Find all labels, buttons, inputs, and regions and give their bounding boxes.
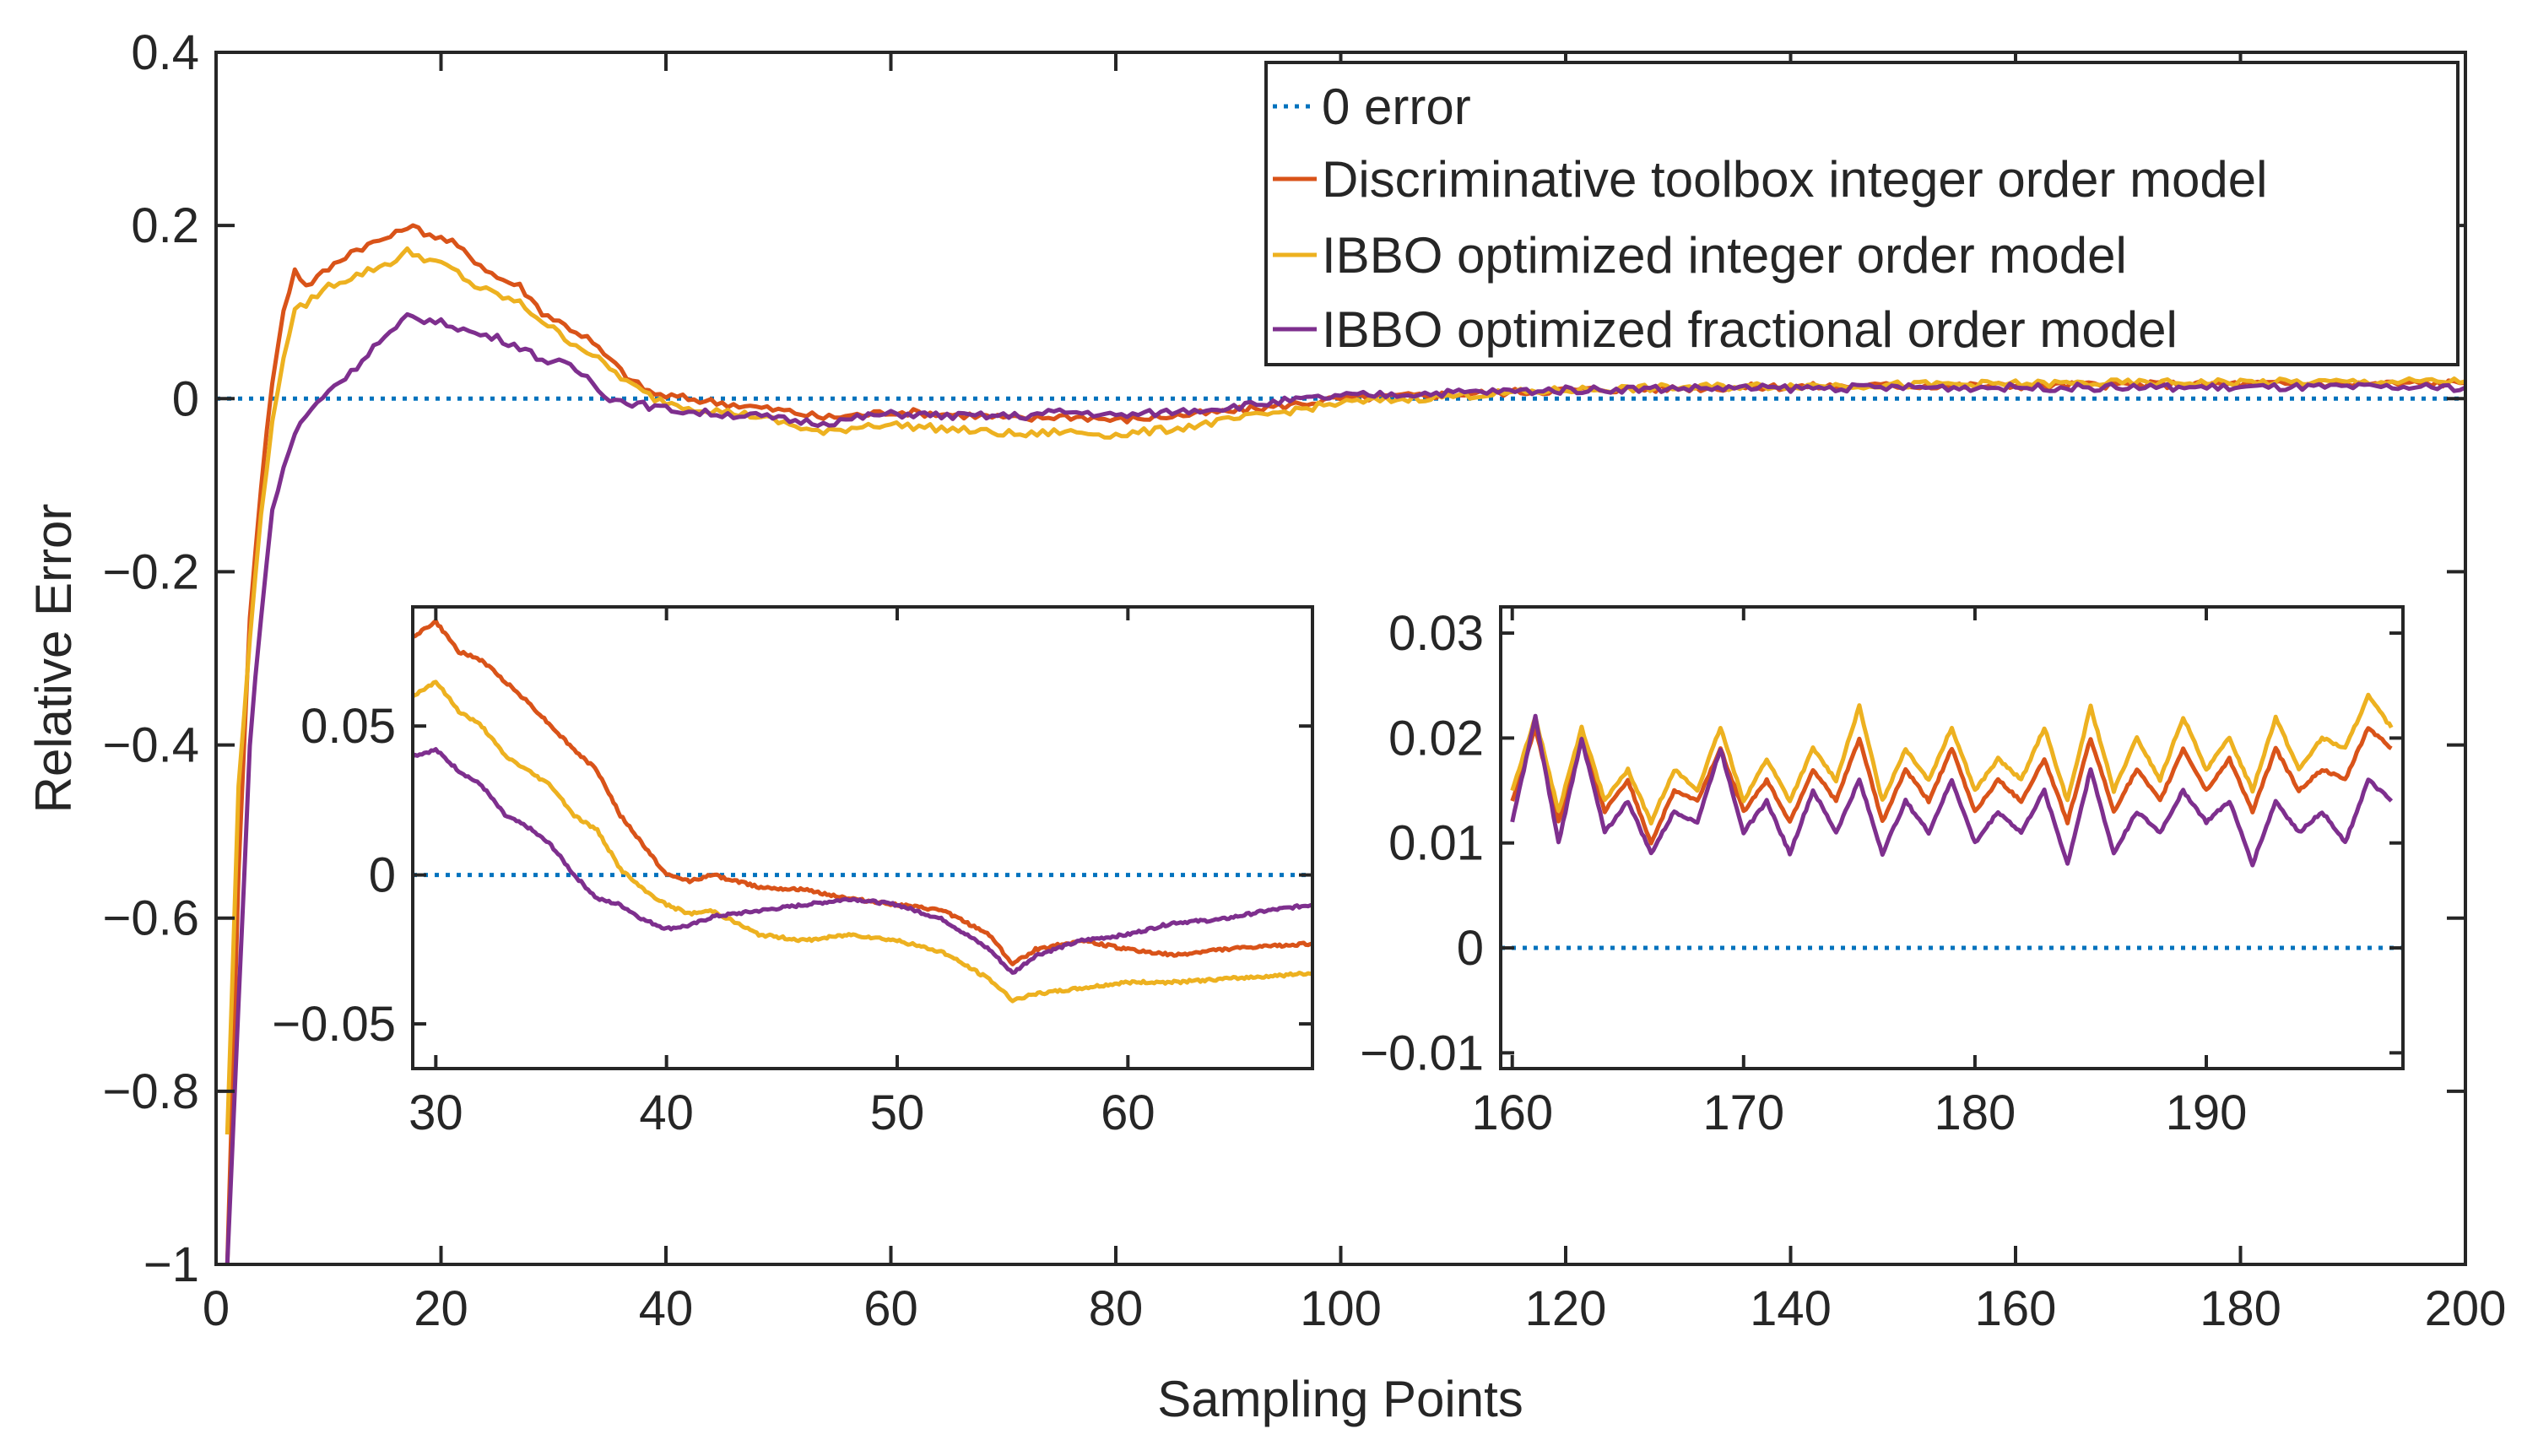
inset_right-x-tick-label: 170 <box>1702 1085 1784 1140</box>
inset_right-series-ibbo-optimized-fractional-order-model <box>1510 713 2394 868</box>
inset_right-y-tick-label: 0 <box>1457 921 1484 976</box>
inset-right-frame <box>1499 605 2405 1070</box>
inset_right-y-tick-label: 0.01 <box>1388 816 1484 871</box>
main-x-tick-label: 80 <box>1089 1281 1144 1336</box>
legend-label-ibbo-fractional: IBBO optimized fractional order model <box>1322 301 2178 358</box>
main-tick-layer: 0 20 40 60 80 100 120 140 160 180 200 −1 −0.8 −0.6 −0.… <box>103 25 2507 1336</box>
inset_right-x-tick-label: 180 <box>1935 1085 2016 1140</box>
legend-label-ibbo-integer: IBBO optimized integer order model <box>1322 227 2127 284</box>
main-x-tick-label: 180 <box>2200 1281 2281 1336</box>
main-x-tick-label: 160 <box>1975 1281 2057 1336</box>
inset_left-series-ibbo-optimized-integer-order-model <box>413 679 1312 1004</box>
inset-left-background <box>413 607 1312 1069</box>
inset_left-x-tick-label: 40 <box>639 1085 694 1140</box>
x-axis-label: Sampling Points <box>1157 1371 1523 1427</box>
inset-left-tick-layer: 30 40 50 60 −0.05 0 0.05 <box>272 607 1312 1140</box>
inset_right-series-ibbo-optimized-integer-order-model <box>1510 692 2394 825</box>
inset_left-x-tick-label: 60 <box>1101 1085 1155 1140</box>
main-x-tick-label: 60 <box>863 1281 918 1336</box>
main-series-layer <box>216 223 2465 1264</box>
y-axis-label: Relative Error <box>25 504 82 814</box>
legend-label-zero-error: 0 error <box>1322 78 1471 135</box>
main-series-ibbo-optimized-integer-order-model <box>225 246 2465 1135</box>
main-x-tick-label: 40 <box>639 1281 694 1336</box>
inset-right-series-layer <box>1501 692 2403 950</box>
inset_right-y-tick-label: 0.02 <box>1388 711 1484 766</box>
legend-box <box>1264 61 2460 366</box>
main-x-tick-label: 100 <box>1300 1281 1382 1336</box>
inset_right-y-tick-label: −0.01 <box>1360 1026 1484 1080</box>
main-y-tick-label: 0.4 <box>131 25 199 80</box>
inset-left-series-layer <box>413 619 1312 1004</box>
inset_left-series-ibbo-optimized-fractional-order-model <box>413 747 1312 975</box>
inset_left-y-tick-label: 0.05 <box>300 699 396 754</box>
main-y-tick-label: 0.2 <box>131 198 199 253</box>
main-y-tick-label: −1 <box>143 1237 199 1292</box>
main-axes: 0 20 40 60 80 100 120 140 160 180 200 −1 −0.8 −0.6 −0.… <box>103 25 2507 1336</box>
inset-right-background <box>1501 607 2403 1069</box>
inset_left-x-tick-label: 50 <box>870 1085 925 1140</box>
main-x-tick-label: 0 <box>203 1281 230 1336</box>
inset-left-frame <box>411 605 1314 1070</box>
main-x-tick-label: 140 <box>1750 1281 1832 1336</box>
main-x-tick-label: 120 <box>1525 1281 1607 1336</box>
main-y-tick-label: −0.8 <box>103 1064 200 1119</box>
legend: 0 error Discriminative toolbox integer o… <box>1264 61 2460 366</box>
inset_right-series-discriminative-toolbox-integer-order-model <box>1510 726 2393 846</box>
inset_right-x-tick-label: 160 <box>1471 1085 1553 1140</box>
legend-label-discriminative: Discriminative toolbox integer order mod… <box>1322 151 2268 208</box>
inset_left-y-tick-label: −0.05 <box>272 997 396 1052</box>
main-series-ibbo-optimized-fractional-order-model <box>225 311 2465 1264</box>
inset_right-y-tick-label: 0.03 <box>1388 606 1484 661</box>
main-x-tick-label: 20 <box>414 1281 468 1336</box>
inset-left-axes: 30 40 50 60 −0.05 0 0.05 <box>272 605 1314 1140</box>
main-y-tick-label: 0 <box>172 371 199 426</box>
main-x-tick-label: 200 <box>2425 1281 2507 1336</box>
main-y-tick-label: −0.6 <box>103 891 200 946</box>
inset_right-x-tick-label: 190 <box>2166 1085 2248 1140</box>
inset-right-tick-layer: 160 170 180 190 −0.01 0 0.01 0.02 0.03 <box>1360 606 2403 1140</box>
main-y-tick-label: −0.4 <box>103 718 200 773</box>
inset_left-x-tick-label: 30 <box>409 1085 463 1140</box>
inset-right-axes: 160 170 180 190 −0.01 0 0.01 0.02 0.03 <box>1360 605 2405 1140</box>
inset_left-y-tick-label: 0 <box>369 848 396 903</box>
main-y-tick-label: −0.2 <box>103 544 200 599</box>
